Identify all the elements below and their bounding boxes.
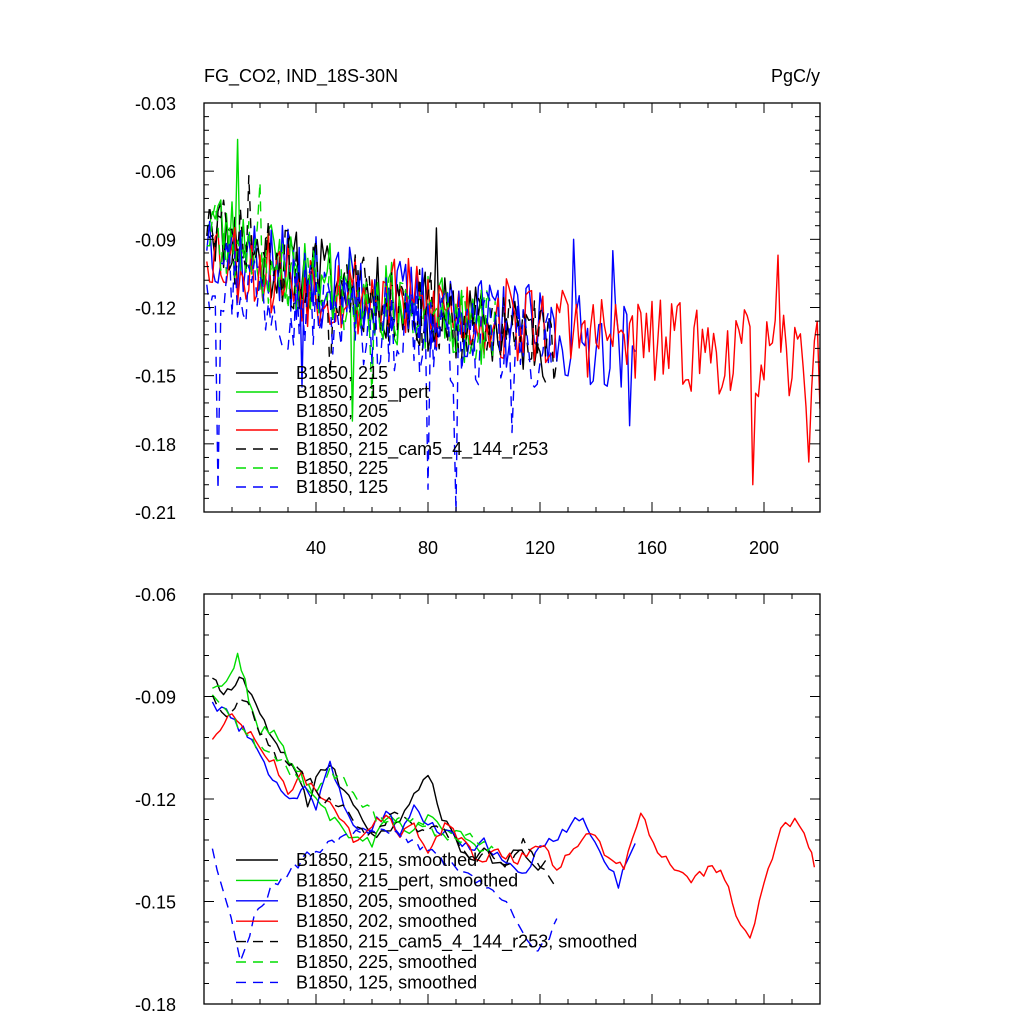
series-line-b1850-215-smoothed (212, 676, 547, 871)
y-tick-label: -0.15 (135, 367, 176, 387)
top-panel: 40 80 120 160 200 -0.03 -0.06 -0.09 -0.12 -0.15 -0… (135, 94, 821, 558)
units-label: PgC/y (771, 66, 820, 86)
legend-label: B1850, 205 (296, 401, 388, 421)
legend-label: B1850, 215_pert, smoothed (296, 870, 518, 891)
legend-label: B1850, 202 (296, 420, 388, 440)
series-line-b1850-215-pert-smoothed (212, 652, 485, 853)
x-tick-label: 80 (418, 538, 438, 558)
y-tick-label: -0.12 (135, 299, 176, 319)
x-tick-label: 120 (525, 538, 555, 558)
x-tick-label: 200 (749, 538, 779, 558)
legend-label: B1850, 125 (296, 477, 388, 497)
legend-label: B1850, 205, smoothed (296, 891, 477, 911)
legend-label: B1850, 202, smoothed (296, 911, 477, 931)
legend-label: B1850, 215_cam5_4_144_r253, smoothed (296, 932, 637, 953)
legend-label: B1850, 215 (296, 363, 388, 383)
series-line-b1850-205-smoothed (211, 701, 636, 889)
legend-label: B1850, 125, smoothed (296, 972, 477, 992)
series-group (206, 138, 820, 512)
series-line-b1850-202 (206, 227, 820, 486)
y-tick-label: -0.03 (135, 94, 176, 114)
y-tick-label: -0.09 (135, 230, 176, 250)
legend-label: B1850, 215_cam5_4_144_r253 (296, 439, 548, 460)
y-tick-label: -0.06 (135, 585, 176, 605)
legend-label: B1850, 215, smoothed (296, 850, 477, 870)
x-tick-label: 160 (637, 538, 667, 558)
y-tick-label: -0.18 (135, 995, 176, 1015)
series-line-b1850-125 (206, 243, 552, 512)
legend-label: B1850, 225, smoothed (296, 952, 477, 972)
series-line-b1850-225-smoothed (211, 694, 496, 852)
y-tick-label: -0.09 (135, 688, 176, 708)
series-line-b1850-125-smoothed (211, 828, 558, 962)
series-line-b1850-215-cam5-4-144-r253-smoothed (211, 694, 555, 885)
y-tick-label: -0.12 (135, 790, 176, 810)
y-tick-label: -0.21 (135, 503, 176, 523)
legend-label: B1850, 215_pert (296, 382, 429, 403)
bottom-panel: -0.06 -0.09 -0.12 -0.15 -0.18 B1850, 215, smo… (135, 585, 821, 1015)
y-tick-label: -0.06 (135, 162, 176, 182)
x-tick-label: 40 (306, 538, 326, 558)
series-group (211, 652, 816, 962)
chart-title: FG_CO2, IND_18S-30N (204, 66, 398, 87)
legend-label: B1850, 225 (296, 458, 388, 478)
y-tick-label: -0.18 (135, 435, 176, 455)
y-tick-label: -0.15 (135, 893, 176, 913)
